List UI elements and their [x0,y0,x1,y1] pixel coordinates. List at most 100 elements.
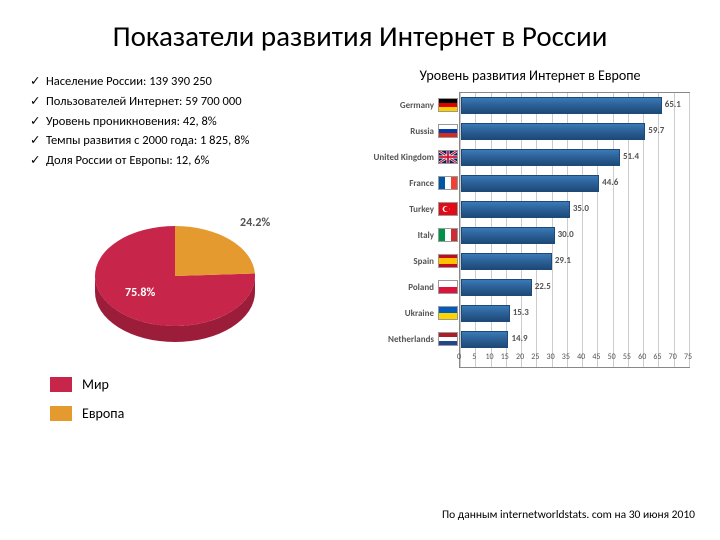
axis-tick: 40 [577,352,585,362]
bullet-item: ✓Темпы развития с 2000 года: 1 825, 8% [30,131,360,151]
bullet-item: ✓Доля России от Европы: 12, 6% [30,151,360,171]
axis-tick: 10 [485,352,493,362]
bar-value: 35.0 [569,203,589,214]
bar-country-label: Germany [360,100,438,111]
bar: 65.1 [461,97,662,114]
bar-country-label: Poland [360,282,438,293]
bar-value: 22.5 [531,281,551,292]
flag-icon [438,280,458,294]
flag-icon [438,176,458,190]
bar-row: Russia 59.7 [360,118,690,144]
content-area: ✓Население России: 139 390 250✓Пользоват… [0,62,720,434]
flag-icon [438,228,458,242]
axis-tick: 35 [562,352,570,362]
axis-tick: 30 [547,352,555,362]
bar-value: 15.3 [509,307,529,318]
legend-item: Европа [50,405,360,422]
bullet-item: ✓Население России: 139 390 250 [30,72,360,92]
legend-label: Европа [82,405,124,422]
pie-svg [90,216,260,356]
check-icon: ✓ [30,72,46,91]
bullet-list: ✓Население России: 139 390 250✓Пользоват… [20,72,360,171]
check-icon: ✓ [30,92,46,111]
axis-tick: 0 [457,352,461,362]
bullet-text: Население России: 139 390 250 [46,73,212,92]
legend-swatch [50,377,72,392]
bar-row: Ukraine 15.3 [360,300,690,326]
bullet-text: Пользователей Интернет: 59 700 000 [46,93,242,112]
bar-row: United Kingdom 51.4 [360,144,690,170]
bar: 44.6 [461,175,599,192]
flag-icon [438,124,458,138]
bar-country-label: France [360,178,438,189]
legend: Мир Европа [20,376,360,422]
source-text: По данным internetworldstats. com на 30 … [442,508,695,522]
axis-tick: 70 [669,352,677,362]
bar-country-label: Spain [360,256,438,267]
bar: 29.1 [461,253,552,270]
bar: 35.0 [461,201,570,218]
bar: 59.7 [461,123,645,140]
axis-tick: 60 [638,352,646,362]
axis-tick: 15 [501,352,509,362]
bullet-item: ✓Пользователей Интернет: 59 700 000 [30,92,360,112]
bar-chart-title: Уровень развития Интернет в Европе [360,67,700,84]
bar: 51.4 [461,149,620,166]
bar-row: Turkey 35.0 [360,196,690,222]
bar-country-label: Netherlands [360,334,438,345]
bar-country-label: Ukraine [360,308,438,319]
flag-icon [438,202,458,216]
axis-tick: 5 [472,352,476,362]
axis-tick: 75 [684,352,692,362]
bar-country-label: United Kingdom [360,152,438,163]
bar-row: Italy 30.0 [360,222,690,248]
legend-swatch [50,406,72,421]
bullet-item: ✓Уровень проникновения: 42, 8% [30,112,360,132]
check-icon: ✓ [30,112,46,131]
bar-row: Germany 65.1 [360,92,690,118]
bar-value: 59.7 [644,125,664,136]
bar-value: 29.1 [551,255,571,266]
bar: 15.3 [461,305,510,322]
bar-country-label: Russia [360,126,438,137]
axis-tick: 55 [623,352,631,362]
bar-country-label: Italy [360,230,438,241]
page-title: Показатели развития Интернет в России [0,0,720,62]
bar-value: 51.4 [619,151,639,162]
pie-label-world: 75.8% [125,286,155,300]
check-icon: ✓ [30,151,46,170]
bullet-text: Темпы развития с 2000 года: 1 825, 8% [46,132,249,151]
legend-label: Мир [82,376,109,393]
bar-row: Spain 29.1 [360,248,690,274]
check-icon: ✓ [30,131,46,150]
flag-icon [438,150,458,164]
x-axis: 0 5 10 15 20 25 30 35 40 45 50 55 60 65 70 75 [360,352,690,366]
bar-value: 14.9 [507,333,527,344]
bar-value: 30.0 [554,229,574,240]
axis-tick: 20 [516,352,524,362]
legend-item: Мир [50,376,360,393]
axis-tick: 65 [653,352,661,362]
pie-chart: 24.2% 75.8% [50,196,310,376]
bar-value: 65.1 [661,99,681,110]
right-panel: Уровень развития Интернет в Европе Germa… [360,62,700,434]
bar-chart: Germany 65.1 Russia 59.7 United Kingdom 51.4 F… [360,92,690,382]
bar-country-label: Turkey [360,204,438,215]
axis-tick: 25 [531,352,539,362]
bar-value: 44.6 [598,177,618,188]
axis-tick: 50 [608,352,616,362]
bar: 30.0 [461,227,555,244]
pie-label-europe: 24.2% [240,216,270,230]
flag-icon [438,254,458,268]
axis-tick: 45 [592,352,600,362]
left-panel: ✓Население России: 139 390 250✓Пользоват… [20,62,360,434]
flag-icon [438,306,458,320]
bullet-text: Уровень проникновения: 42, 8% [46,113,217,132]
bar: 22.5 [461,279,532,296]
bar-row: Netherlands 14.9 [360,326,690,352]
flag-icon [438,98,458,112]
bar: 14.9 [461,331,508,348]
flag-icon [438,332,458,346]
bar-row: Poland 22.5 [360,274,690,300]
bullet-text: Доля России от Европы: 12, 6% [46,152,209,171]
